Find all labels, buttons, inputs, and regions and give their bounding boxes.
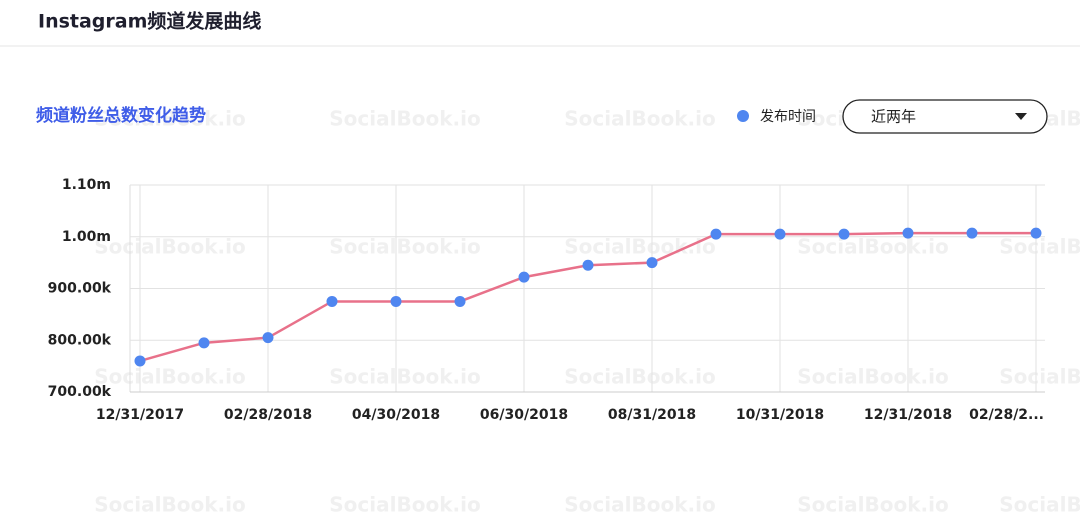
watermark: SocialBook.io (94, 365, 245, 389)
data-point (134, 355, 146, 367)
y-tick-label: 700.00k (48, 384, 112, 400)
range-dropdown[interactable] (842, 99, 1048, 134)
watermark: SocialBook.io (329, 235, 480, 259)
data-point (262, 332, 274, 344)
data-point (774, 228, 786, 240)
watermark: SocialBook.io (94, 107, 245, 131)
watermark: SocialBook.io (329, 365, 480, 389)
data-point (710, 228, 722, 240)
watermark: SocialBook.io (329, 107, 480, 131)
watermark: SocialBook.io (564, 235, 715, 259)
data-point (966, 227, 978, 239)
x-tick-label: 04/30/2018 (352, 407, 440, 423)
x-tick-label: 10/31/2018 (736, 407, 824, 423)
x-tick-label: 02/28/2018 (224, 407, 312, 423)
y-tick-label: 800.00k (48, 332, 112, 348)
watermark: SocialBook.io (329, 493, 480, 517)
x-tick-label: 08/31/2018 (608, 407, 696, 423)
dropdown-caret[interactable] (1015, 113, 1027, 120)
data-point (902, 227, 914, 239)
data-point (518, 271, 530, 283)
watermark: SocialBook.io (999, 365, 1080, 389)
data-point (838, 228, 850, 240)
watermark: SocialBook.io (94, 493, 245, 517)
watermark: SocialBook.io (999, 493, 1080, 517)
data-point (390, 295, 402, 307)
watermark: SocialBook.io (999, 235, 1080, 259)
x-tick-label: 12/31/2017 (96, 407, 184, 423)
data-point (582, 259, 594, 271)
watermark: SocialBook.io (94, 235, 245, 259)
x-tick-label: 12/31/2018 (864, 407, 952, 423)
y-tick-label: 1.10m (62, 177, 111, 193)
data-point (326, 295, 338, 307)
data-point (1030, 227, 1042, 239)
range-dropdown-label[interactable]: 近两年 (871, 108, 916, 126)
x-tick-label: 02/28/2... (969, 407, 1044, 423)
y-tick-label: 1.00m (62, 229, 111, 245)
watermark: SocialBook.io (797, 365, 948, 389)
x-tick-label: 06/30/2018 (480, 407, 568, 423)
watermark: SocialBook.io (797, 493, 948, 517)
data-point (454, 295, 466, 307)
watermark: SocialBook.io (564, 493, 715, 517)
watermark: SocialBook.io (564, 365, 715, 389)
data-point (646, 257, 658, 269)
watermark: SocialBook.io (564, 107, 715, 131)
y-tick-label: 900.00k (48, 281, 112, 297)
watermark: SocialBook.io (797, 235, 948, 259)
legend-marker (737, 110, 749, 122)
legend-label: 发布时间 (760, 109, 816, 125)
page-title: Instagram频道发展曲线 (38, 10, 261, 33)
data-point (198, 337, 210, 349)
chart-title: 频道粉丝总数变化趋势 (36, 105, 206, 126)
